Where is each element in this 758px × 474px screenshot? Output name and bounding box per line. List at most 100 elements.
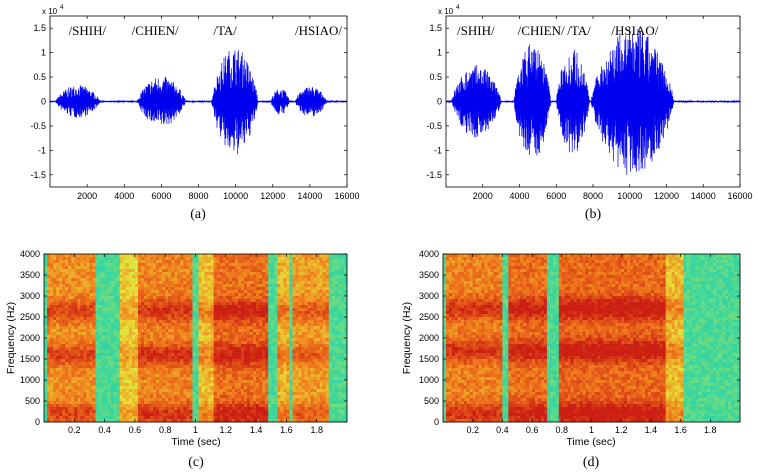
spectrogram-cell — [147, 395, 151, 399]
spectrogram-cell — [180, 293, 184, 297]
spectrogram-cell — [74, 386, 78, 390]
spectrogram-cell — [74, 278, 78, 282]
spectrogram-cell — [207, 389, 212, 393]
spectrogram-cell — [189, 311, 193, 315]
x-ticks-b: 2000 4000 6000 8000 10000 12000 14000 16000 — [473, 16, 753, 201]
spectrogram-cell — [174, 290, 178, 294]
spectrogram-cell — [104, 275, 109, 279]
spectrogram-cell — [98, 395, 102, 399]
spectrogram-cell — [128, 389, 133, 393]
spectrogram-cell — [47, 407, 51, 411]
spectrogram-cell — [116, 383, 121, 387]
spectrogram-cell — [195, 389, 199, 393]
spectrogram-cell — [74, 296, 78, 300]
spectrogram-cell — [183, 260, 187, 264]
spectrogram-cell — [213, 359, 218, 363]
spectrogram-cell — [283, 260, 287, 264]
spectrogram-cell — [195, 272, 199, 276]
spectrogram-cell — [186, 314, 190, 318]
spectrogram-cell — [83, 344, 87, 348]
spectrogram-cell — [228, 290, 233, 294]
spectrogram-cell — [216, 359, 221, 363]
spectrogram-cell — [304, 317, 309, 321]
spectrogram-cell — [180, 338, 184, 342]
spectrogram-cell — [250, 290, 254, 294]
spectrogram-cell — [207, 368, 212, 372]
spectrogram-cell — [74, 356, 78, 360]
spectrogram-cell — [192, 260, 196, 264]
spectrogram-cell — [295, 278, 299, 282]
spectrogram-cell — [110, 389, 115, 393]
spectrogram-cell — [56, 287, 60, 291]
spectrogram-cell — [280, 263, 284, 267]
spectrogram-cell — [231, 359, 236, 363]
spectrogram-cell — [50, 257, 54, 261]
spectrogram-cell — [277, 368, 281, 372]
spectrogram-cell — [298, 290, 302, 294]
spectrogram-cell — [250, 401, 254, 405]
spectrogram-cell — [228, 398, 233, 402]
spectrogram-cell — [304, 353, 309, 357]
spectrogram-cell — [277, 344, 281, 348]
spectrogram-cell — [107, 317, 112, 321]
spectrogram-cell — [219, 272, 224, 276]
spectrogram-cell — [265, 317, 269, 321]
spectrogram-cell — [168, 374, 172, 378]
spectrogram-cell — [189, 278, 193, 282]
spectrogram-cell — [101, 311, 105, 315]
spectrogram-cell — [162, 263, 166, 267]
spectrogram-cell — [95, 368, 99, 372]
spectrogram-cell — [234, 398, 239, 402]
spectrogram-cell — [259, 404, 263, 408]
spectrogram-cell — [162, 365, 166, 369]
spectrogram-cell — [204, 314, 209, 318]
spectrogram-cell — [259, 275, 263, 279]
spectrogram-cell — [162, 353, 166, 357]
spectrogram-cell — [71, 284, 75, 288]
spectrogram-cell — [62, 347, 66, 351]
spectrogram-cell — [80, 362, 84, 366]
spectrogram-cell — [240, 347, 245, 351]
spectrogram-cell — [201, 341, 205, 345]
spectrogram-cell — [171, 305, 175, 309]
spectrogram-cell — [274, 296, 278, 300]
spectrogram-cell — [65, 263, 69, 267]
spectrogram-cell — [289, 341, 293, 345]
spectrogram-cell — [150, 413, 154, 417]
spectrogram-cell — [62, 416, 66, 420]
spectrogram-cell — [77, 389, 81, 393]
spectrogram-cell — [68, 272, 72, 276]
spectrogram-cell — [74, 344, 78, 348]
spectrogram-cell — [113, 383, 118, 387]
spectrogram-cell — [189, 392, 193, 396]
spectrogram-cell — [150, 398, 154, 402]
spectrogram-cell — [137, 308, 142, 312]
spectrogram-cell — [74, 293, 78, 297]
spectrogram-cell — [98, 377, 102, 381]
spectrogram-cell — [186, 386, 190, 390]
spectrogram-cell — [180, 392, 184, 396]
spectrogram-cell — [240, 329, 245, 333]
spectrogram-cell — [113, 320, 118, 324]
spectrogram-cell — [137, 284, 142, 288]
spectrogram-cell — [86, 278, 90, 282]
spectrogram-cell — [243, 293, 248, 297]
spectrogram-cell — [131, 359, 136, 363]
spectrogram-cell — [104, 350, 109, 354]
spectrogram-cell — [262, 383, 266, 387]
spectrogram-cell — [68, 368, 72, 372]
spectrogram-cell — [286, 404, 290, 408]
spectrogram-cell — [280, 374, 284, 378]
spectrogram-cell — [86, 389, 90, 393]
spectrogram-cell — [86, 296, 90, 300]
spectrogram-cell — [268, 353, 272, 357]
spectrogram-cell — [165, 401, 169, 405]
spectrogram-cell — [62, 395, 66, 399]
spectrogram-cell — [250, 296, 254, 300]
spectrogram-cell — [107, 263, 112, 267]
spectrogram-cell — [192, 335, 196, 339]
spectrogram-cell — [74, 257, 78, 261]
spectrogram-cell — [198, 362, 202, 366]
spectrogram-cell — [140, 281, 145, 285]
spectrogram-cell — [286, 314, 290, 318]
